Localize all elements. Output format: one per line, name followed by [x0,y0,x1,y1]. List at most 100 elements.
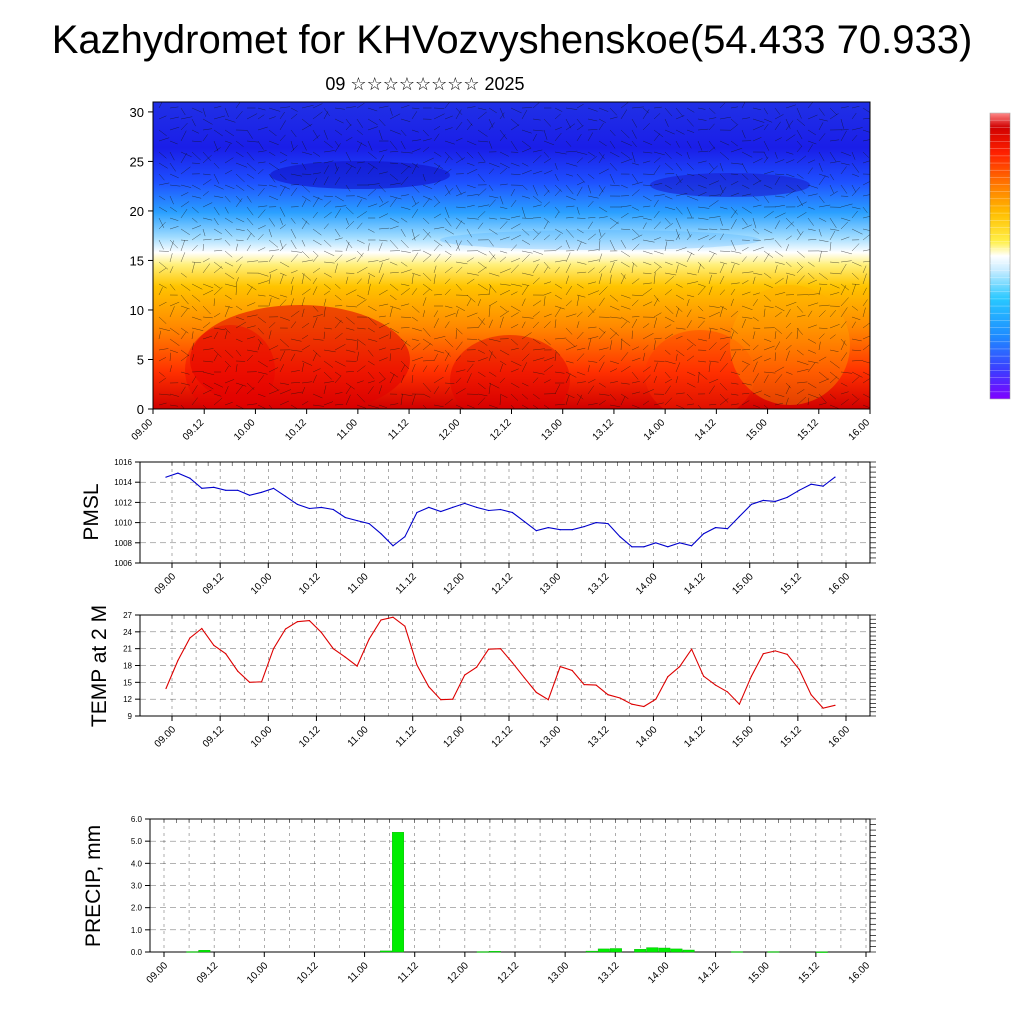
wind-vector [565,123,576,131]
wind-vector [708,305,720,308]
wind-vector [620,338,623,351]
wind-vector [466,106,476,109]
wind-vector [752,217,757,229]
wind-vector [202,371,215,376]
wind-vector [224,386,229,395]
wind-vector [378,258,390,263]
wind-vector [510,291,518,296]
wind-vector [840,162,850,166]
wind-vector [268,382,279,391]
wind-vector [444,382,455,384]
wind-vector [807,114,818,120]
wind-vector [466,272,479,276]
wind-vector [224,306,230,318]
pmsl-point [631,546,633,548]
wind-vector [653,194,665,197]
wind-vector [334,360,346,367]
wind-vector [224,129,235,137]
wind-vector [829,173,835,181]
wind-vector [675,217,682,229]
wind-vector [356,393,366,403]
wind-vector [686,118,694,127]
x-tick-label: 13.12 [586,571,612,597]
wind-vector [510,107,522,114]
temp-point [296,621,298,623]
temp-point [464,674,466,676]
wind-vector [851,112,857,120]
wind-vector [455,266,463,274]
y-tick-label: 10 [130,303,144,318]
wind-vector [741,338,751,347]
wind-vector [730,124,739,131]
temp-point [272,648,275,650]
wind-vector [213,382,224,388]
wind-vector [488,349,497,359]
wind-vector [477,382,486,390]
wind-vector [301,123,313,131]
wind-vector [532,311,540,318]
temp-point [488,648,490,650]
wind-vector [807,382,817,389]
wind-vector [686,371,696,376]
wind-vector [752,272,763,276]
wind-vector [829,217,837,229]
field-blob [190,305,410,409]
wind-vector [323,307,326,318]
pmsl-point [488,509,490,512]
wind-vector [752,355,763,362]
wind-vector [587,360,598,363]
wind-vector [224,360,232,368]
wind-vector [686,393,693,400]
wind-vector [389,353,391,362]
wind-vector [785,221,794,230]
wind-vector [620,352,629,362]
wind-vector [268,345,279,351]
wind-vector [466,360,475,362]
wind-vector [796,275,805,285]
pmsl-point [714,527,717,529]
wind-vector [796,368,809,373]
temp-point [679,666,681,668]
wind-vector [290,298,295,307]
wind-vector [675,129,685,135]
wind-vector [785,118,791,129]
wind-vector [158,287,163,296]
temp-axis-label: TEMP at 2 M [88,605,111,727]
wind-vector [532,321,540,329]
x-tick-label: 16.00 [847,417,873,443]
wind-vector [290,276,294,285]
wind-vector [576,241,582,252]
wind-vector [389,225,399,230]
wind-vector [257,327,264,335]
temp-point [189,637,191,639]
wind-vector [840,338,847,346]
wind-vector [576,353,585,362]
wind-vector [543,170,553,175]
wind-vector [169,404,179,407]
wind-vector [829,404,839,409]
wind-vector [499,360,507,366]
temp-point [284,628,287,630]
wind-vector [499,162,510,169]
wind-vector [202,238,212,241]
wind-vector [312,134,320,142]
wind-vector [521,140,531,148]
wind-vector [521,206,526,219]
wind-vector [444,266,453,274]
wind-vector [587,173,595,179]
wind-vector [191,354,195,362]
wind-vector [774,159,785,164]
wind-vector [565,173,573,177]
wind-vector [312,196,320,208]
wind-vector [279,400,289,406]
wind-vector [785,261,792,267]
wind-vector [642,109,650,120]
pmsl-point [595,522,597,524]
wind-vector [444,102,450,109]
wind-vector [708,107,716,114]
wind-vector [191,217,198,223]
wind-vector [235,173,245,183]
wind-vector [796,305,804,313]
wind-vector [169,393,180,397]
wind-vector [631,215,644,219]
